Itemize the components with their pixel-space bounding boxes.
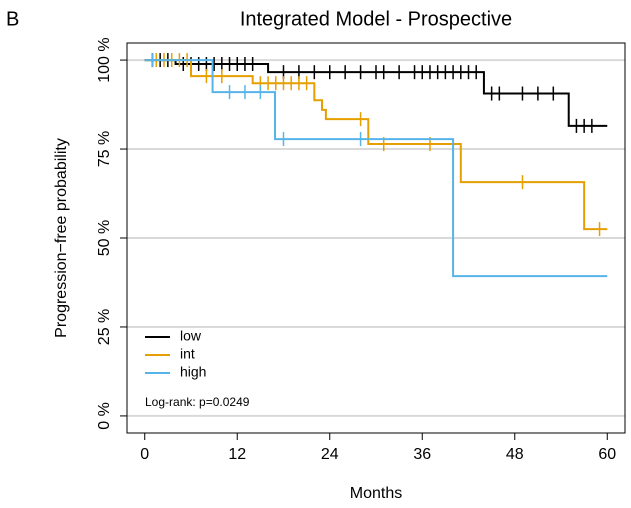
y-tick-label: 75 % [96,131,113,167]
plot-frame [126,42,626,434]
x-tick-label: 0 [140,446,149,463]
chart-title: Integrated Model - Prospective [240,8,512,30]
survival-line [144,59,608,278]
y-tick-label: 50 % [96,220,113,256]
y-tick-label: 100 % [96,37,113,82]
legend-label: int [180,346,195,362]
x-axis-label: Months [350,485,402,502]
panel-label: B [6,8,19,30]
annotation: Log-rank: p=0.0249 [145,395,250,409]
x-tick-label: 36 [413,446,431,463]
legend-label: high [180,364,206,380]
y-tick-label: 0 % [96,402,113,430]
x-tick-label: 12 [228,446,246,463]
x-tick-label: 60 [598,446,616,463]
legend-label: low [180,328,202,344]
x-tick-label: 48 [506,446,524,463]
y-tick-label: 25 % [96,309,113,345]
x-tick-label: 24 [321,446,339,463]
y-axis-label: Progression−free probability [53,138,70,338]
survival-line [144,59,608,231]
